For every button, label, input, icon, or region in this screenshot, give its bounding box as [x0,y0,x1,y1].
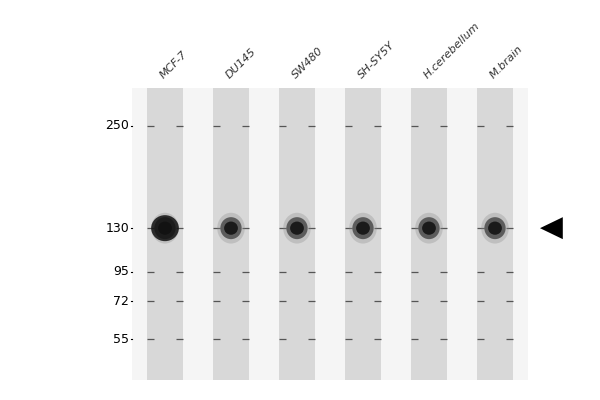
Bar [279,88,315,380]
Ellipse shape [422,222,436,235]
Text: DU145: DU145 [224,46,258,80]
Bar [132,88,528,380]
Ellipse shape [220,217,242,239]
Ellipse shape [151,215,179,241]
Text: SW480: SW480 [290,45,325,80]
Ellipse shape [488,222,502,235]
Bar [345,88,381,380]
Bar [147,88,183,380]
Text: H.cerebellum: H.cerebellum [422,20,482,80]
Text: MCF-7: MCF-7 [158,49,189,80]
Text: 95: 95 [113,266,129,278]
Ellipse shape [481,213,509,244]
Bar [477,88,513,380]
Text: 250: 250 [105,120,129,132]
Ellipse shape [154,217,176,239]
Polygon shape [540,217,563,239]
Text: 55: 55 [113,333,129,346]
Text: 72: 72 [113,295,129,308]
Ellipse shape [217,213,245,244]
Text: 130: 130 [105,222,129,235]
Text: SH-SY5Y: SH-SY5Y [356,40,397,80]
Ellipse shape [418,217,440,239]
Text: M.brain: M.brain [488,43,524,80]
Bar [411,88,447,380]
Ellipse shape [349,213,377,244]
Ellipse shape [356,222,370,235]
Ellipse shape [290,222,304,235]
Ellipse shape [283,213,311,244]
Ellipse shape [151,213,179,244]
Bar [213,88,249,380]
Ellipse shape [415,213,443,244]
Ellipse shape [158,222,172,235]
Ellipse shape [224,222,238,235]
Ellipse shape [484,217,506,239]
Ellipse shape [286,217,308,239]
Ellipse shape [352,217,374,239]
